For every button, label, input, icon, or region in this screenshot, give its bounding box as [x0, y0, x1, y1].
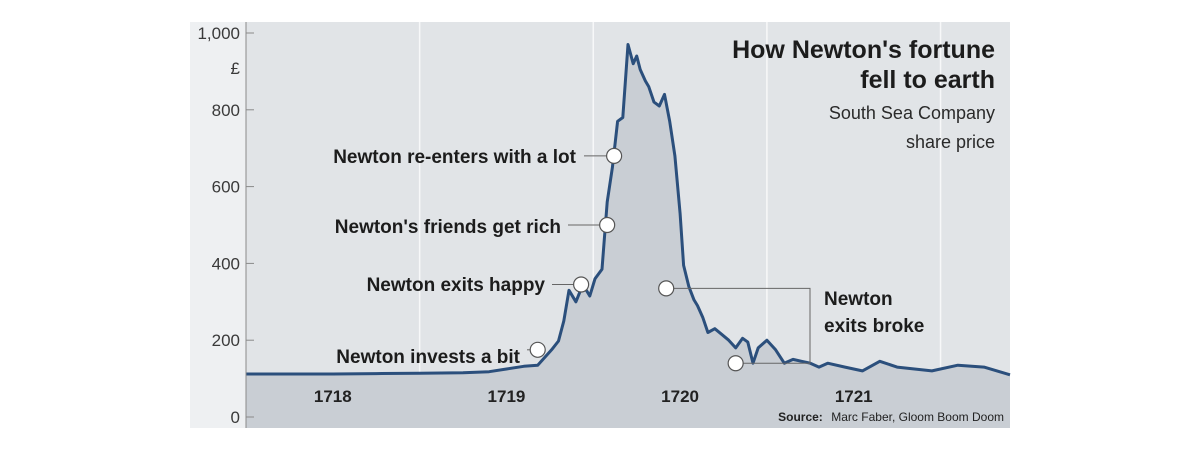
y-ticks: 1,000 800 600 400 200 0	[197, 24, 254, 427]
x-tick-label: 1719	[488, 387, 526, 406]
y-unit-label: £	[231, 59, 241, 78]
price-area	[246, 44, 1010, 428]
annotation-exits-broke-line2: exits broke	[824, 316, 924, 337]
annotation-markers	[529, 147, 744, 372]
chart-title-line2: fell to earth	[860, 66, 995, 94]
label-panel	[190, 22, 246, 428]
y-tick-label: 600	[212, 178, 240, 197]
annotation-marker	[573, 276, 590, 293]
source-text: Marc Faber, Gloom Boom Doom	[831, 410, 1004, 424]
source-label: Source:	[778, 410, 823, 424]
x-tick-label: 1721	[835, 387, 873, 406]
annotation-marker	[606, 147, 623, 164]
annotation-invests: Newton invests a bit	[336, 347, 520, 368]
annotation-exits-happy: Newton exits happy	[367, 275, 546, 296]
y-tick-label: 800	[212, 101, 240, 120]
annotation-marker	[529, 341, 546, 358]
annotation-marker	[599, 216, 616, 234]
source-note: Source: Marc Faber, Gloom Boom Doom	[778, 408, 1004, 425]
annotation-leader-broke	[666, 287, 811, 364]
x-tick-label: 1718	[314, 387, 352, 406]
x-tick-label: 1720	[661, 387, 699, 406]
annotation-marker	[727, 355, 744, 372]
y-tick-label: 1,000	[197, 24, 240, 43]
y-tick-label: 400	[212, 254, 240, 273]
chart-title-line1: How Newton's fortune	[732, 36, 995, 64]
annotation-exits-broke-line1: Newton	[824, 289, 893, 310]
x-ticks: 1718 1719 1720 1721	[314, 387, 873, 406]
chart-subtitle-line2: share price	[906, 132, 995, 152]
annotation-reenters: Newton re-enters with a lot	[333, 147, 576, 168]
y-tick-label: 0	[231, 408, 240, 427]
annotation-friends-rich: Newton's friends get rich	[335, 217, 561, 238]
chart-subtitle-line1: South Sea Company	[829, 103, 995, 123]
price-line	[246, 43, 1011, 377]
y-tick-label: 200	[212, 331, 240, 350]
annotation-marker	[658, 280, 675, 297]
